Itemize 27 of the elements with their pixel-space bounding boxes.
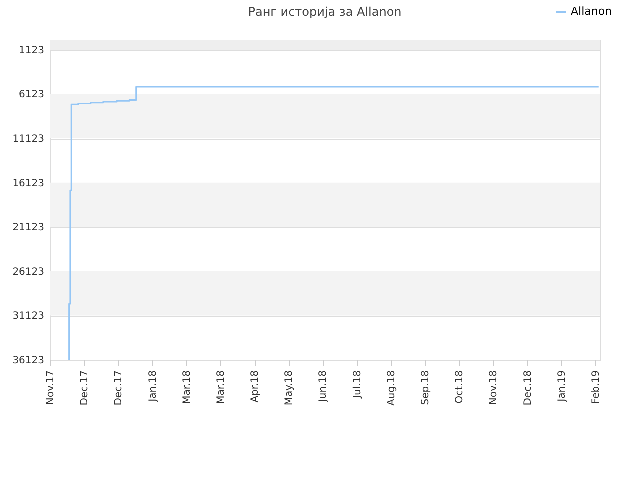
x-tick-label: Jul.18	[352, 370, 364, 400]
y-tick-label: 31123	[12, 311, 44, 322]
x-tick-label: Nov.17	[46, 370, 56, 406]
x-tick-label: Mar.18	[182, 370, 193, 404]
x-tick-label: Jan.18	[148, 370, 159, 403]
x-tick-label: Apr.18	[250, 370, 262, 403]
x-tick-label: Jun.18	[318, 370, 330, 404]
x-tick-label: Dec.18	[522, 370, 534, 406]
x-tick-label: May.18	[284, 370, 296, 406]
chart-title: Ранг историја за Allanon	[248, 5, 402, 19]
x-tick-label: Aug.18	[386, 370, 398, 406]
y-tick-label: 6123	[19, 90, 44, 101]
x-tick-label: Feb.19	[590, 370, 602, 404]
x-tick-label: Oct.18	[454, 370, 466, 404]
x-tick-label: Mar.18	[216, 370, 227, 404]
x-tick-label: Dec.17	[114, 370, 125, 406]
x-tick-label: Jan.19	[556, 370, 568, 403]
x-tick-label: Nov.18	[488, 370, 500, 406]
legend-label: Allanon	[571, 5, 612, 18]
y-tick-label: 1123	[19, 45, 44, 56]
y-tick-label: 16123	[12, 178, 44, 190]
y-tick-label: 26123	[12, 266, 44, 278]
y-tick-label: 11123	[12, 134, 44, 146]
y-tick-label: 36123	[12, 356, 44, 366]
y-tick-label: 21123	[12, 222, 44, 234]
x-tick-label: Sep.18	[420, 370, 432, 406]
x-tick-label: Dec.17	[80, 370, 91, 406]
